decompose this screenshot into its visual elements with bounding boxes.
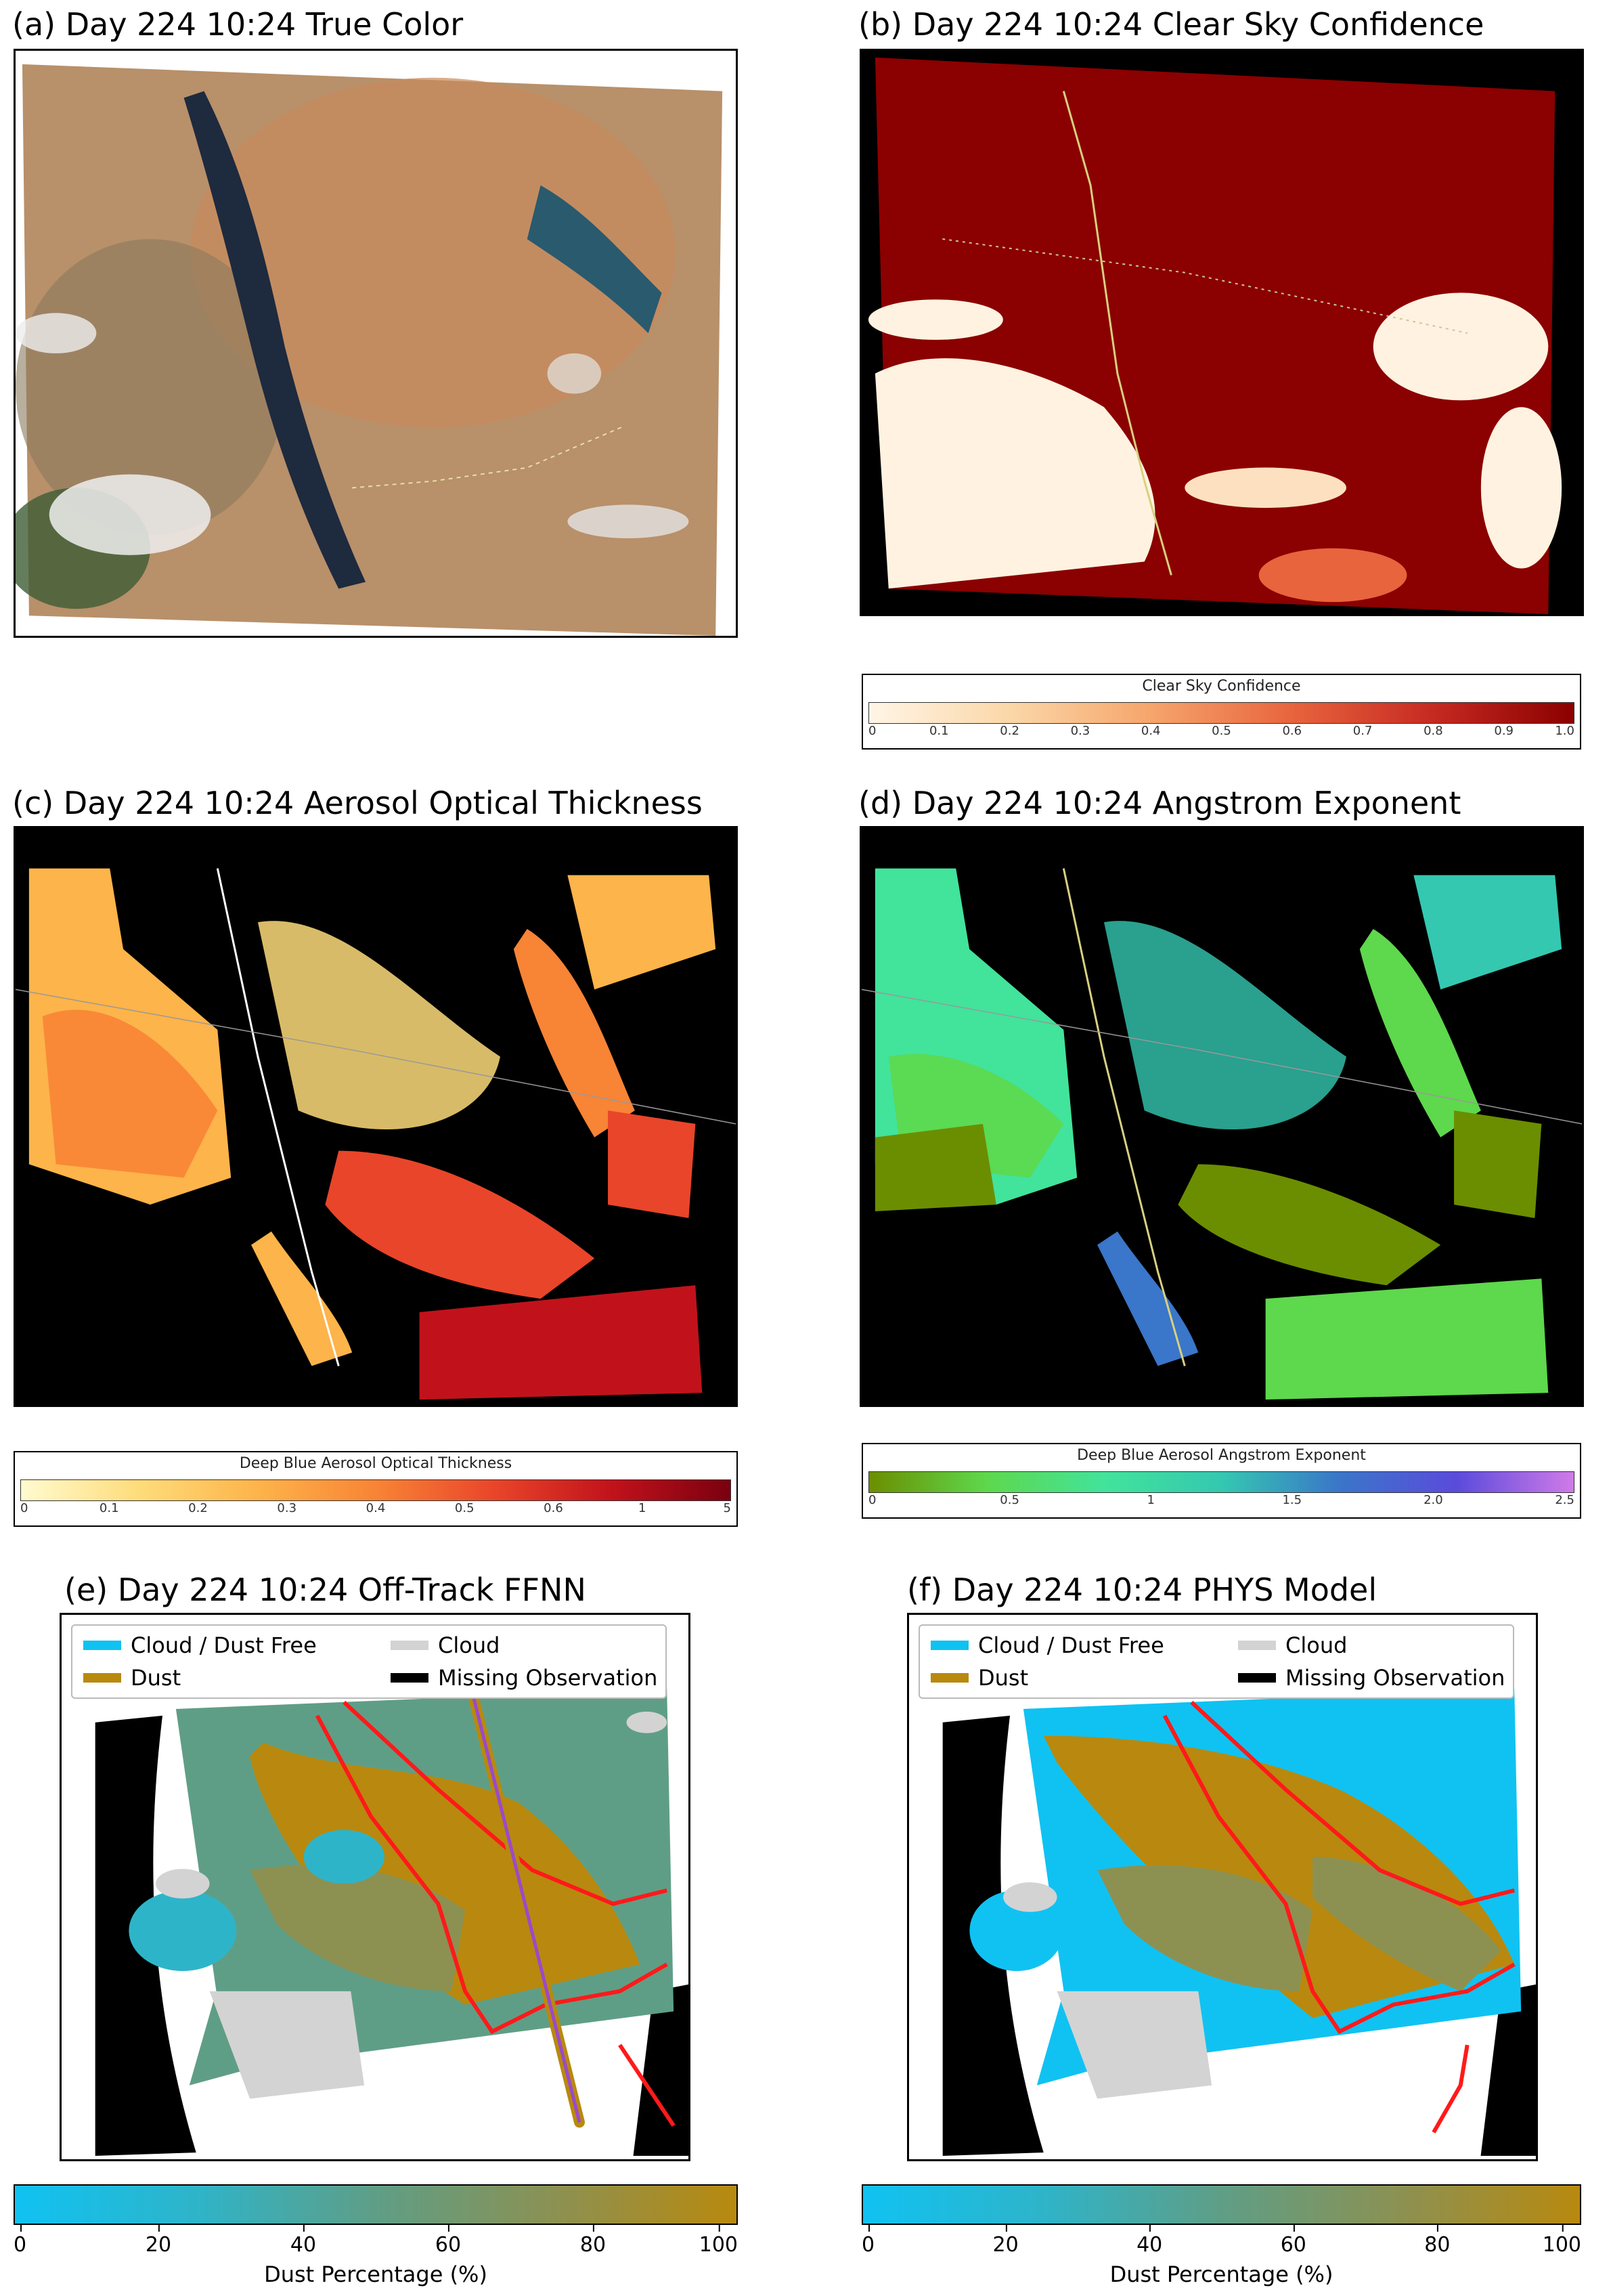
colorbar-tick-label: 2.0 (1424, 1493, 1443, 1507)
panel-b-title: (b) Day 224 10:24 Clear Sky Confidence (858, 6, 1484, 43)
legend-item-cloud-dust-free: Cloud / Dust Free (83, 1632, 317, 1658)
colorbar-tick-label: 100 (1542, 2224, 1581, 2257)
colorbar-tick-label: 40 (290, 2224, 317, 2257)
panel-c-title: (c) Day 224 10:24 Aerosol Optical Thickn… (12, 785, 703, 821)
swatch-cloud (1238, 1641, 1276, 1650)
colorbar-tick-label: 0.6 (1282, 724, 1302, 738)
clear-sky-colorbar-label: Clear Sky Confidence (1142, 678, 1301, 695)
colorbar-tick-label: 0.4 (366, 1501, 386, 1515)
legend-label: Cloud (438, 1632, 500, 1658)
swatch-dust (83, 1673, 121, 1683)
legend-item-dust: Dust (931, 1665, 1028, 1691)
swatch-missing (391, 1673, 428, 1683)
legend-label: Dust (131, 1665, 181, 1691)
colorbar-tick-label: 100 (699, 2224, 738, 2257)
aot-gradient (20, 1479, 731, 1501)
legend-label: Cloud (1285, 1632, 1348, 1658)
legend-item-missing: Missing Observation (1238, 1665, 1505, 1691)
panel-b-clear-sky-map (860, 49, 1584, 616)
legend-label: Cloud / Dust Free (978, 1632, 1164, 1658)
colorbar-tick-label: 60 (1280, 2224, 1306, 2257)
colorbar-tick-label: 0.3 (277, 1501, 297, 1515)
clear-sky-ticks: 0 0.1 0.2 0.3 0.4 0.5 0.6 0.7 0.8 0.9 1.0 (868, 724, 1574, 741)
legend-item-dust: Dust (83, 1665, 181, 1691)
colorbar-tick-label: 0.2 (1000, 724, 1019, 738)
legend-item-missing: Missing Observation (391, 1665, 657, 1691)
panel-d-title: (d) Day 224 10:24 Angstrom Exponent (858, 785, 1461, 821)
swatch-cloud-dust-free (931, 1641, 969, 1650)
colorbar-tick-label: 0 (862, 2224, 875, 2257)
colorbar-tick-label: 40 (1136, 2224, 1163, 2257)
colorbar-tick-label: 80 (1424, 2224, 1451, 2257)
colorbar-tick-label: 60 (435, 2224, 462, 2257)
panel-a-true-color-image (14, 49, 738, 638)
colorbar-tick-label: 0.5 (454, 1501, 475, 1515)
legend-label: Cloud / Dust Free (131, 1632, 317, 1658)
colorbar-tick-label: 0.9 (1494, 724, 1514, 738)
colorbar-tick-label: 1.0 (1555, 724, 1574, 738)
dust-colorbar-f-label: Dust Percentage (%) (1109, 2261, 1333, 2287)
colorbar-tick-label: 1 (1147, 1493, 1155, 1507)
panel-e-legend: Cloud / Dust Free Cloud Dust Missing Obs… (71, 1624, 667, 1699)
colorbar-tick-label: 5 (723, 1501, 731, 1515)
legend-item-cloud: Cloud (1238, 1632, 1347, 1658)
colorbar-tick-label: 0 (20, 1501, 28, 1515)
legend-item-cloud-dust-free: Cloud / Dust Free (931, 1632, 1164, 1658)
colorbar-tick-label: 0.6 (544, 1501, 563, 1515)
aot-colorbar: Deep Blue Aerosol Optical Thickness 0 0.1… (14, 1451, 738, 1527)
colorbar-tick-label: 0.5 (1000, 1493, 1019, 1507)
legend-label: Dust (978, 1665, 1029, 1691)
dust-colorbar-e-label: Dust Percentage (%) (264, 2261, 487, 2287)
aot-ticks: 0 0.1 0.2 0.3 0.4 0.5 0.6 1 5 (20, 1501, 731, 1519)
dust-colorbar-f (862, 2184, 1581, 2225)
panel-e-ffnn-map: Cloud / Dust Free Cloud Dust Missing Obs… (60, 1613, 690, 2161)
dust-ticks-e: 0 20 40 60 80 100 (14, 2224, 738, 2267)
swatch-missing (1238, 1673, 1276, 1683)
colorbar-tick-label: 1.5 (1282, 1493, 1302, 1507)
panel-f-phys-map: Cloud / Dust Free Cloud Dust Missing Obs… (907, 1613, 1538, 2161)
colorbar-tick-label: 0.2 (188, 1501, 208, 1515)
angstrom-colorbar: Deep Blue Aerosol Angstrom Exponent 0 0.5… (862, 1443, 1581, 1519)
colorbar-tick-label: 0 (868, 724, 877, 738)
panel-a-title: (a) Day 224 10:24 True Color (12, 6, 464, 43)
colorbar-tick-label: 1 (638, 1501, 646, 1515)
panel-f-title: (f) Day 224 10:24 PHYS Model (907, 1572, 1377, 1608)
colorbar-tick-label: 0 (14, 2224, 27, 2257)
legend-item-cloud: Cloud (391, 1632, 500, 1658)
clear-sky-colorbar: Clear Sky Confidence 0 0.1 0.2 0.3 0.4 0.5 0.6… (862, 674, 1581, 750)
swatch-dust (931, 1673, 969, 1683)
colorbar-tick-label: 0.8 (1424, 724, 1443, 738)
colorbar-tick-label: 0.7 (1352, 724, 1373, 738)
panel-d-angstrom-map (860, 826, 1584, 1407)
legend-label: Missing Observation (1285, 1665, 1505, 1691)
swatch-cloud (391, 1641, 428, 1650)
colorbar-tick-label: 0.5 (1212, 724, 1231, 738)
swatch-cloud-dust-free (83, 1641, 121, 1650)
panel-c-aot-map (14, 826, 738, 1407)
colorbar-tick-label: 20 (992, 2224, 1019, 2257)
colorbar-tick-label: 0.3 (1070, 724, 1090, 738)
dust-colorbar-e (14, 2184, 738, 2225)
clear-sky-gradient (868, 702, 1574, 724)
dust-ticks-f: 0 20 40 60 80 100 (862, 2224, 1581, 2267)
panel-e-title: (e) Day 224 10:24 Off-Track FFNN (64, 1572, 586, 1608)
panel-f-legend: Cloud / Dust Free Cloud Dust Missing Obs… (919, 1624, 1514, 1699)
colorbar-tick-label: 2.5 (1555, 1493, 1574, 1507)
colorbar-tick-label: 20 (145, 2224, 172, 2257)
aot-colorbar-label: Deep Blue Aerosol Optical Thickness (239, 1455, 512, 1472)
angstrom-ticks: 0 0.5 1 1.5 2.0 2.5 (868, 1493, 1574, 1511)
legend-label: Missing Observation (438, 1665, 658, 1691)
angstrom-gradient (868, 1471, 1574, 1493)
colorbar-tick-label: 80 (579, 2224, 606, 2257)
colorbar-tick-label: 0.4 (1141, 724, 1161, 738)
colorbar-tick-label: 0 (868, 1493, 877, 1507)
colorbar-tick-label: 0.1 (929, 724, 949, 738)
angstrom-colorbar-label: Deep Blue Aerosol Angstrom Exponent (1077, 1447, 1366, 1464)
colorbar-tick-label: 0.1 (99, 1501, 119, 1515)
